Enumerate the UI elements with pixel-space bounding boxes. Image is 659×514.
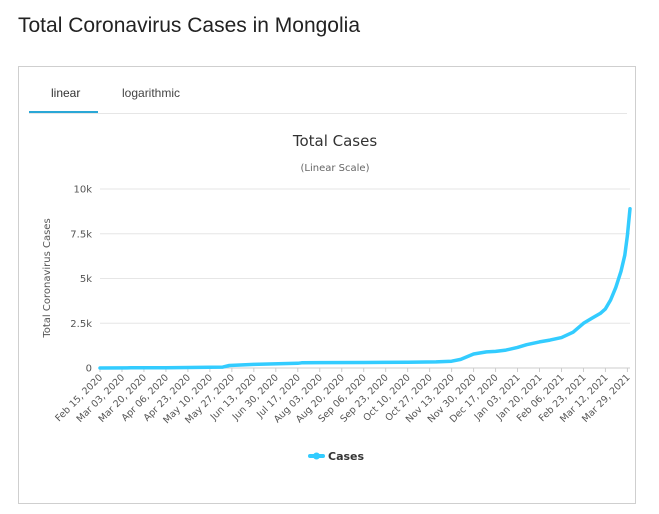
chart-panel: linear logarithmic bbox=[18, 66, 636, 504]
chart-subtitle: (Linear Scale) bbox=[301, 163, 370, 174]
y-tick-labels: 0 2.5k 5k 7.5k 10k bbox=[70, 185, 92, 375]
legend-label: Cases bbox=[328, 450, 365, 463]
tab-logarithmic[interactable]: logarithmic bbox=[122, 86, 181, 100]
y-tick-label: 10k bbox=[73, 185, 92, 196]
scale-tabs: linear logarithmic bbox=[29, 67, 627, 114]
legend-marker bbox=[313, 452, 320, 460]
y-tick-label: 2.5k bbox=[70, 319, 92, 330]
y-tick-label: 5k bbox=[80, 274, 92, 285]
series-layer bbox=[98, 206, 632, 370]
active-tab-indicator bbox=[29, 111, 98, 113]
legend[interactable]: Cases bbox=[308, 450, 365, 463]
y-tick-label: 7.5k bbox=[70, 229, 92, 240]
chart-title: Total Cases bbox=[292, 132, 378, 150]
tab-linear[interactable]: linear bbox=[51, 86, 81, 100]
series-line-cases bbox=[98, 206, 632, 370]
page-title: Total Coronavirus Cases in Mongolia bbox=[18, 14, 360, 37]
y-axis-label: Total Coronavirus Cases bbox=[42, 218, 53, 338]
y-tick-label: 0 bbox=[86, 364, 92, 375]
